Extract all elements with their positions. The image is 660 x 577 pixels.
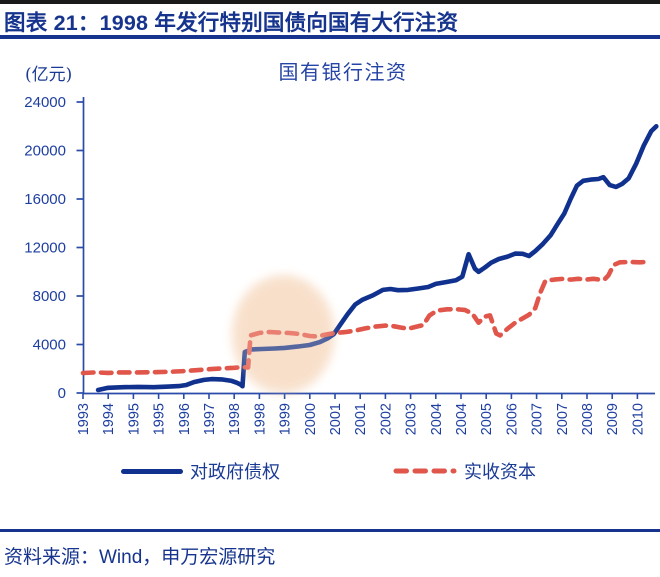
legend-solid-line-icon: [121, 468, 183, 474]
y-tick-label: 20000: [24, 143, 66, 160]
x-tick-label: 2010: [630, 403, 646, 435]
x-tick-label: 2002: [378, 403, 394, 435]
x-tick-label: 1998: [252, 403, 268, 435]
figure-title: 图表 21：1998 年发行特别国债向国有大行注资: [4, 11, 459, 35]
x-tick-label: 2004: [454, 403, 470, 435]
chart-title: 国有银行注资: [278, 62, 408, 84]
legend-item-paidin: 实收资本: [393, 458, 536, 484]
x-tick-label: 2001: [353, 403, 369, 435]
series-line-paidin: [80, 259, 649, 376]
x-tick-label: 1998: [227, 403, 243, 435]
legend-item-claims: 对政府债权: [121, 458, 280, 484]
source-note: 资料来源：Wind，申万宏源研究: [4, 547, 276, 568]
y-tick-label: 16000: [24, 191, 66, 208]
x-tick-label: 2009: [605, 403, 621, 435]
axes: [82, 97, 655, 395]
y-tick-label: 12000: [24, 240, 66, 257]
x-tick-label: 2001: [328, 403, 344, 435]
x-tick-label: 2006: [504, 403, 520, 435]
x-tick-label: 2003: [404, 403, 420, 435]
footer-rule: [0, 529, 660, 532]
series-line-claims: [95, 124, 659, 393]
legend-dashed-line-icon: [393, 468, 457, 474]
y-tick-label: 24000: [24, 94, 66, 111]
x-tick-label: 1996: [177, 403, 193, 435]
legend-label-claims: 对政府债权: [190, 462, 280, 482]
x-tick-label: 1995: [126, 403, 142, 435]
x-tick-label: 2000: [303, 403, 319, 435]
chart-legend: 对政府债权 实收资本: [0, 458, 660, 484]
y-tick-label: 8000: [33, 288, 66, 305]
x-tick-label: 1997: [202, 403, 218, 435]
highlight-ellipse-over: [232, 276, 334, 393]
x-tick-label: 1999: [278, 403, 294, 435]
y-tick-label: 4000: [33, 337, 66, 354]
x-tick-label: 1995: [152, 403, 168, 435]
x-tick-label: 2005: [479, 403, 495, 435]
x-tick-label: 2007: [530, 403, 546, 435]
top-border-strip: [0, 0, 660, 4]
x-tick-label: 2008: [580, 403, 596, 435]
x-tick-label: 2007: [555, 403, 571, 435]
y-tick-label: 0: [58, 385, 66, 402]
title-underline: [0, 35, 660, 39]
x-tick-label: 1993: [76, 403, 92, 435]
y-axis-unit-label: (亿元): [25, 65, 73, 85]
x-tick-label: 2004: [429, 403, 445, 435]
x-tick-label: 1994: [101, 403, 117, 435]
legend-label-paidin: 实收资本: [464, 462, 536, 482]
